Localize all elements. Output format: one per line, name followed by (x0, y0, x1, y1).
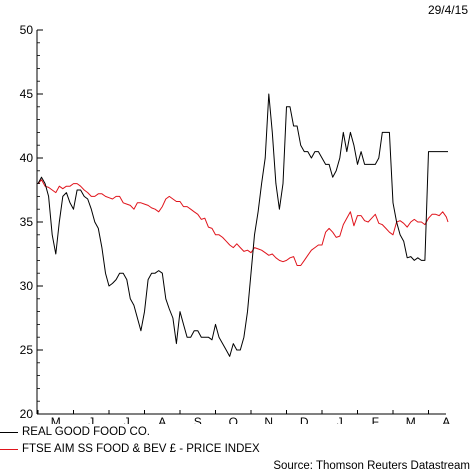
legend-swatch-series-2 (0, 449, 18, 450)
legend-label-series-1: REAL GOOD FOOD CO. (22, 426, 151, 438)
x-tick-label: O (229, 415, 238, 424)
y-tick-label: 35 (20, 215, 34, 229)
x-tick-label: J (124, 415, 130, 424)
source-note: Source: Thomson Reuters Datastream (273, 460, 470, 472)
y-ticks: 20 25 30 35 40 45 50 (20, 23, 43, 421)
x-tick-label: N (264, 415, 273, 424)
y-tick-label: 50 (20, 23, 34, 37)
x-tick-label: J (337, 415, 343, 424)
x-tick-label: A (442, 415, 450, 424)
y-tick-label: 25 (20, 343, 34, 357)
y-tick-label: 30 (20, 279, 34, 293)
date-label: 29/4/15 (428, 3, 468, 17)
x-tick-label: S (194, 415, 202, 424)
x-tick-label: D (300, 415, 309, 424)
y-tick-label: 20 (20, 407, 34, 421)
y-tick-label: 40 (20, 151, 34, 165)
series-line-ftse-aim-food-bev (37, 179, 449, 266)
x-tick-label: M (406, 415, 416, 424)
legend-label-series-2: FTSE AIM SS FOOD & BEV £ - PRICE INDEX (22, 443, 260, 455)
legend-item-series-1: REAL GOOD FOOD CO. (0, 424, 300, 440)
x-tick-label: M (51, 415, 61, 424)
price-chart: 29/4/15 20 25 30 35 40 45 50 M J J A S O N D J F M A (20, 3, 469, 424)
y-tick-label: 45 (20, 87, 34, 101)
series-line-real-good-food (37, 93, 448, 357)
x-tick-label: F (372, 415, 379, 424)
legend-item-series-2: FTSE AIM SS FOOD & BEV £ - PRICE INDEX (0, 441, 300, 457)
series-layer (37, 93, 449, 357)
x-tick-label: J (88, 415, 94, 424)
legend-swatch-series-1 (0, 432, 18, 433)
x-tick-label: A (158, 415, 166, 424)
